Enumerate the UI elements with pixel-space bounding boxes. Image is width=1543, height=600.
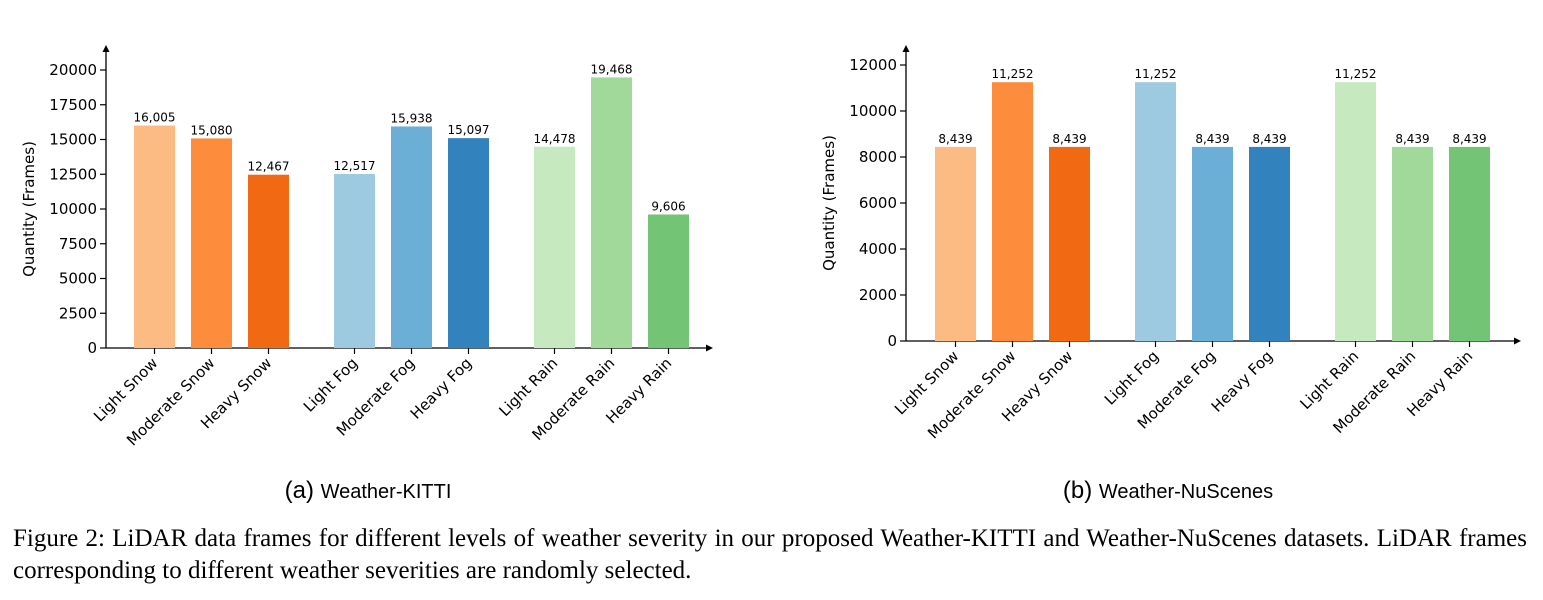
x-axis-arrow-icon <box>1514 337 1521 345</box>
bar-moderate-snow <box>992 82 1033 341</box>
x-tick-label: Heavy Fog <box>407 354 476 423</box>
data-label: 15,097 <box>448 123 490 137</box>
y-tick-label: 2000 <box>859 286 897 304</box>
data-label: 8,439 <box>1252 132 1286 146</box>
data-label: 8,439 <box>1195 132 1229 146</box>
bar-light-rain <box>1335 82 1376 341</box>
bar-light-snow <box>935 146 976 341</box>
data-label: 8,439 <box>1395 132 1429 146</box>
bar-heavy-rain <box>1449 146 1490 341</box>
data-label: 8,439 <box>1452 132 1486 146</box>
bar-light-fog <box>334 174 375 348</box>
bar-moderate-fog <box>391 126 432 349</box>
data-label: 11,252 <box>992 67 1034 81</box>
data-label: 9,606 <box>651 199 685 213</box>
data-label: 8,439 <box>938 132 972 146</box>
bar-heavy-snow <box>1049 146 1090 341</box>
y-tick-label: 6000 <box>859 194 897 212</box>
data-label: 12,467 <box>248 160 290 174</box>
y-axis-label: Quantity (Frames) <box>20 141 38 277</box>
bar-light-snow <box>134 125 175 348</box>
bar-heavy-fog <box>1249 146 1290 341</box>
bar-heavy-snow <box>248 174 289 348</box>
data-label: 12,517 <box>334 159 376 173</box>
y-tick-label: 5000 <box>59 270 97 288</box>
y-tick-label: 20000 <box>49 61 97 79</box>
y-tick-label: 0 <box>87 339 97 357</box>
y-tick-label: 10000 <box>849 102 897 120</box>
y-tick-label: 0 <box>887 332 897 350</box>
y-tick-label: 8000 <box>859 148 897 166</box>
data-label: 15,938 <box>391 111 433 125</box>
subcaption: (b) Weather-NuScenes <box>1063 477 1273 504</box>
y-tick-label: 4000 <box>859 240 897 258</box>
bar-moderate-fog <box>1192 146 1233 341</box>
bar-moderate-rain <box>1392 146 1433 341</box>
chart-weather-kitti: 0 2500 5000 7500 10000 12500 15000 17500 20000 Qu… <box>20 45 713 504</box>
y-tick-label: 17500 <box>49 96 97 114</box>
data-label: 19,468 <box>591 62 633 76</box>
y-axis-label: Quantity (Frames) <box>820 135 838 271</box>
data-label: 14,478 <box>534 132 576 146</box>
data-label: 15,080 <box>191 123 233 137</box>
subcaption-title: Weather-KITTI <box>321 481 452 503</box>
subcaption-tag: (a) <box>285 477 321 504</box>
bar-moderate-rain <box>591 77 632 348</box>
data-label: 11,252 <box>1135 67 1177 81</box>
chart-weather-nuscenes: 0 2000 4000 6000 8000 10000 12000 Quantity (Fra… <box>820 45 1521 504</box>
data-label: 11,252 <box>1335 67 1377 81</box>
bar-light-rain <box>534 146 575 348</box>
y-tick-label: 2500 <box>59 304 97 322</box>
bar-heavy-rain <box>648 214 689 348</box>
y-axis-arrow-icon <box>102 45 110 52</box>
bar-heavy-fog <box>448 138 489 348</box>
bar-light-fog <box>1135 82 1176 341</box>
data-label: 8,439 <box>1052 132 1086 146</box>
y-tick-label: 12500 <box>49 165 97 183</box>
y-tick-label: 10000 <box>49 200 97 218</box>
bar-moderate-snow <box>191 138 232 348</box>
y-tick-label: 7500 <box>59 235 97 253</box>
y-axis-arrow-icon <box>902 45 910 52</box>
y-tick-label: 15000 <box>49 131 97 149</box>
x-axis-arrow-icon <box>706 344 713 352</box>
y-tick-label: 12000 <box>849 56 897 74</box>
figure-caption: Figure 2: LiDAR data frames for differen… <box>13 525 1527 584</box>
subcaption-title: Weather-NuScenes <box>1099 481 1273 503</box>
subcaption-tag: (b) <box>1063 477 1099 504</box>
x-tick-label: Heavy Fog <box>1208 347 1277 416</box>
subcaption: (a) Weather-KITTI <box>285 477 452 504</box>
data-label: 16,005 <box>134 111 176 125</box>
